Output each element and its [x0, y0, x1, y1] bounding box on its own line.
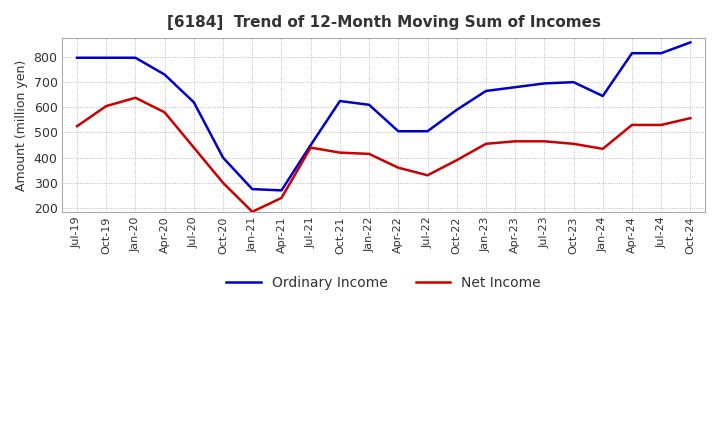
Net Income: [540, 139, 549, 144]
Ordinary Income: [482, 88, 490, 94]
Title: [6184]  Trend of 12-Month Moving Sum of Incomes: [6184] Trend of 12-Month Moving Sum of I…: [167, 15, 600, 30]
Ordinary Income: [394, 128, 402, 134]
Net Income: [277, 195, 286, 201]
Net Income: [394, 165, 402, 170]
Y-axis label: Amount (million yen): Amount (million yen): [15, 59, 28, 191]
Net Income: [248, 209, 256, 214]
Net Income: [482, 141, 490, 147]
Net Income: [452, 158, 461, 163]
Ordinary Income: [248, 187, 256, 192]
Net Income: [598, 146, 607, 151]
Ordinary Income: [189, 99, 198, 105]
Ordinary Income: [540, 81, 549, 86]
Net Income: [189, 145, 198, 150]
Ordinary Income: [277, 188, 286, 193]
Net Income: [161, 110, 169, 115]
Ordinary Income: [102, 55, 111, 60]
Ordinary Income: [307, 143, 315, 148]
Net Income: [131, 95, 140, 100]
Ordinary Income: [628, 51, 636, 56]
Net Income: [686, 116, 695, 121]
Net Income: [628, 122, 636, 128]
Net Income: [365, 151, 374, 157]
Ordinary Income: [452, 107, 461, 113]
Ordinary Income: [336, 99, 344, 104]
Net Income: [102, 103, 111, 109]
Net Income: [73, 124, 81, 129]
Ordinary Income: [423, 128, 432, 134]
Net Income: [510, 139, 519, 144]
Net Income: [219, 180, 228, 186]
Ordinary Income: [131, 55, 140, 60]
Line: Net Income: Net Income: [77, 98, 690, 212]
Ordinary Income: [686, 40, 695, 45]
Line: Ordinary Income: Ordinary Income: [77, 42, 690, 191]
Net Income: [657, 122, 665, 128]
Ordinary Income: [219, 155, 228, 160]
Ordinary Income: [598, 93, 607, 99]
Net Income: [423, 172, 432, 178]
Ordinary Income: [161, 72, 169, 77]
Ordinary Income: [73, 55, 81, 60]
Net Income: [307, 145, 315, 150]
Net Income: [570, 141, 578, 147]
Ordinary Income: [510, 84, 519, 90]
Ordinary Income: [570, 80, 578, 85]
Net Income: [336, 150, 344, 155]
Ordinary Income: [657, 51, 665, 56]
Ordinary Income: [365, 102, 374, 107]
Legend: Ordinary Income, Net Income: Ordinary Income, Net Income: [221, 270, 546, 295]
